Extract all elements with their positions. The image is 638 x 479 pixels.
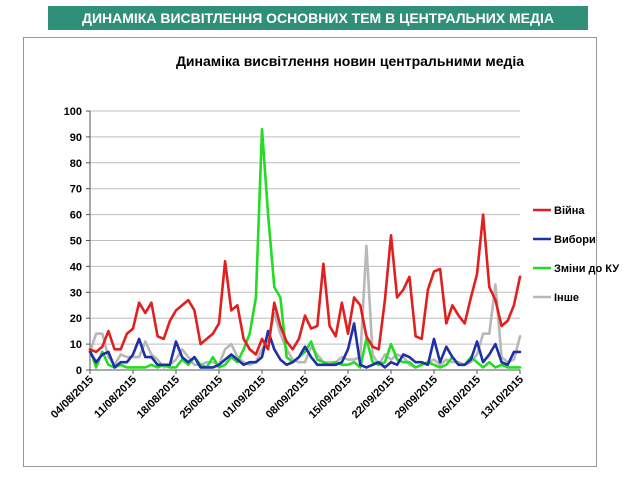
- x-tick-label: 06/10/2015: [436, 374, 483, 421]
- series-line-0: [88, 213, 522, 356]
- x-tick-label: 18/08/2015: [135, 374, 182, 421]
- gridlines: [90, 110, 520, 371]
- legend-label: Зміни до КУ: [554, 263, 619, 275]
- x-tick-label: 22/09/2015: [350, 374, 397, 421]
- x-tick-label: 25/08/2015: [178, 374, 225, 421]
- x-tick-labels: 04/08/201511/08/201518/08/201525/08/2015…: [49, 374, 526, 421]
- x-tick-label: 29/09/2015: [393, 374, 440, 421]
- series-lines: [88, 127, 522, 369]
- x-tick-label: 08/09/2015: [264, 374, 311, 421]
- legend-label: Інше: [554, 292, 579, 304]
- legend-label: Війна: [554, 205, 585, 217]
- x-tick-label: 15/09/2015: [307, 374, 354, 421]
- x-tick-label: 11/08/2015: [92, 374, 139, 421]
- y-tick-label: 100: [64, 106, 82, 118]
- y-tick-labels: 0 10 20 30 40 50 60 70 80 90 100: [64, 106, 82, 377]
- y-tick-label: 60: [70, 210, 82, 222]
- y-tick-label: 30: [70, 287, 82, 299]
- y-tick-label: 20: [70, 313, 82, 325]
- legend-label: Вибори: [554, 234, 596, 246]
- x-tick-label: 01/09/2015: [221, 374, 268, 421]
- legend: Війна Вибори Зміни до КУ Інше: [533, 205, 619, 304]
- y-tick-label: 80: [70, 158, 82, 170]
- x-tick-label: 04/08/2015: [49, 374, 96, 421]
- x-tick-label: 13/10/2015: [479, 374, 526, 421]
- page-banner: ДИНАМІКА ВИСВІТЛЕННЯ ОСНОВНИХ ТЕМ В ЦЕНТ…: [48, 6, 588, 30]
- y-tick-label: 10: [70, 339, 82, 351]
- chart-frame: [23, 37, 597, 467]
- y-tick-label: 0: [76, 365, 82, 377]
- series-line-1: [88, 322, 522, 369]
- series-line-2: [88, 127, 522, 369]
- y-tick-label: 90: [70, 132, 82, 144]
- y-tick-label: 50: [70, 236, 82, 248]
- y-tick-label: 70: [70, 184, 82, 196]
- y-tick-label: 40: [70, 261, 82, 273]
- axes: [86, 110, 521, 374]
- chart-title: Динаміка висвітлення новин центральними …: [176, 53, 524, 69]
